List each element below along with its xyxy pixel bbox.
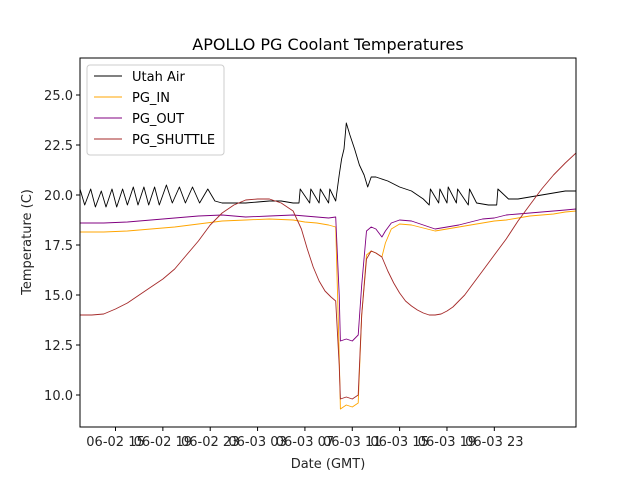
y-tick-label: 25.0 (44, 89, 73, 104)
series-layer (80, 122, 576, 410)
y-axis-label: Temperature (C) (20, 189, 35, 296)
y-tick-label: 22.5 (44, 139, 73, 154)
x-tick-label: 06-03 11 (323, 435, 381, 450)
series-line-pg-shuttle (80, 152, 576, 400)
x-axis-label: Date (GMT) (291, 457, 366, 472)
legend-box (86, 64, 225, 156)
series-line-pg-in (80, 210, 576, 410)
x-tick-label: 06-02 23 (181, 435, 239, 450)
x-tick-label: 06-02 15 (86, 435, 144, 450)
axes-frame (79, 57, 577, 428)
legend-label: PG_OUT (132, 112, 184, 127)
x-tick-label: 06-02 19 (134, 435, 192, 450)
x-tick-label: 06-03 19 (418, 435, 476, 450)
y-tick-label: 17.5 (44, 239, 73, 254)
y-axis: 10.0 12.5 15.0 17.5 20.0 22.5 25.0 (44, 89, 80, 404)
axes-layer (79, 57, 577, 428)
chart-title: APOLLO PG Coolant Temperatures (192, 35, 463, 54)
x-tick-label: 06-03 07 (276, 435, 334, 450)
x-tick-label: 06-03 03 (228, 435, 286, 450)
y-tick-label: 15.0 (44, 289, 73, 304)
series-line-pg-out (80, 208, 576, 342)
legend-label: Utah Air (132, 70, 185, 85)
legend-label: PG_SHUTTLE (132, 133, 215, 148)
y-tick-label: 12.5 (44, 339, 73, 354)
x-tick-label: 06-03 15 (370, 435, 428, 450)
x-tick-label: 06-03 23 (465, 435, 523, 450)
series-line-utah-air (80, 122, 576, 208)
legend-label: PG_IN (132, 91, 170, 106)
legend: Utah Air PG_IN PG_OUT PG_SHUTTLE (86, 64, 225, 156)
y-tick-label: 10.0 (44, 389, 73, 404)
y-tick-label: 20.0 (44, 189, 73, 204)
